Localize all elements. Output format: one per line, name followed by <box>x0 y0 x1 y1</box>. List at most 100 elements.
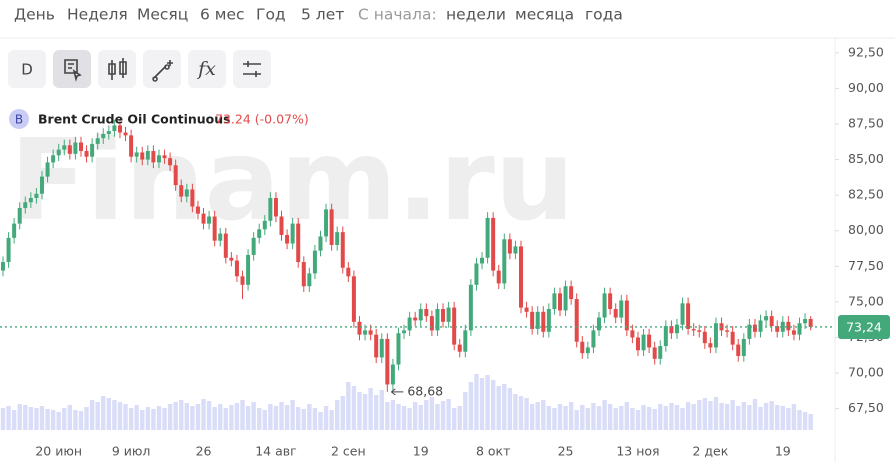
x-tick-label: 13 ноя <box>616 444 659 459</box>
annotation-label: 68,68 <box>407 383 443 398</box>
candle-body <box>45 162 50 177</box>
candle-body <box>101 133 106 139</box>
volume-bar <box>802 412 808 430</box>
volume-bar <box>546 406 552 430</box>
candle-body <box>357 321 362 335</box>
candle-body <box>429 316 434 331</box>
badge <box>9 109 29 129</box>
volume-bar <box>490 380 496 430</box>
since-option[interactable]: месяца <box>515 6 574 24</box>
candle-body <box>619 300 624 318</box>
volume-bar <box>591 403 596 430</box>
annotation-arrow <box>391 388 404 396</box>
volume-bar <box>45 409 50 430</box>
period[interactable]: Год <box>256 6 286 24</box>
candle-body <box>691 328 696 331</box>
volume-bar <box>412 402 418 430</box>
x-tick-label: 14 авг <box>255 444 296 459</box>
candle-body <box>519 246 524 308</box>
candle-body <box>201 213 206 224</box>
volume-bar <box>6 406 11 430</box>
candle-body <box>340 232 345 268</box>
candle-body <box>513 246 518 254</box>
volume-bar <box>747 405 752 430</box>
candle-body <box>402 330 407 334</box>
candle-body <box>608 293 613 310</box>
candle-body <box>752 324 757 332</box>
volume-bar <box>156 406 162 430</box>
volume-bar <box>685 402 691 430</box>
volume-bar <box>257 408 262 430</box>
period[interactable]: День <box>14 6 55 24</box>
candle-body <box>279 216 284 235</box>
volume-bar <box>39 406 45 430</box>
candle-body <box>446 307 451 322</box>
candle-body <box>129 135 134 157</box>
volume-bar <box>223 408 228 430</box>
tool-button[interactable] <box>233 50 271 88</box>
volume-bar <box>290 400 295 430</box>
period[interactable]: Неделя <box>67 6 128 24</box>
icon <box>64 59 82 82</box>
volume-bar <box>596 406 602 430</box>
volume-bar <box>758 407 763 430</box>
volume-bar <box>17 404 22 430</box>
volume-bar <box>323 406 329 430</box>
volume-bar <box>229 405 234 430</box>
plot <box>0 119 813 430</box>
volume-bar <box>368 388 373 430</box>
icon: fx <box>196 58 216 80</box>
candle-body <box>797 323 802 335</box>
y-tick-label: 75,00 <box>848 293 884 308</box>
volume-bar <box>128 408 134 430</box>
y-tick-label: 85,00 <box>848 151 884 166</box>
volume-bar <box>780 406 785 430</box>
candle-body <box>78 142 83 152</box>
candle-body <box>145 151 150 160</box>
candle-body <box>663 326 668 347</box>
candle-body <box>195 206 200 214</box>
since-label: С начала: <box>358 6 437 24</box>
since-option[interactable]: года <box>585 6 623 24</box>
volume-bar <box>786 408 791 430</box>
volume-bar <box>613 408 618 430</box>
volume-bar <box>652 409 657 430</box>
volume-bar <box>190 406 195 430</box>
volume-bar <box>730 400 735 430</box>
candle-body <box>747 324 752 339</box>
volume-bar <box>28 407 34 430</box>
tool-button[interactable] <box>98 50 136 88</box>
period[interactable]: Месяц <box>137 6 188 24</box>
candle-body <box>17 207 22 224</box>
interval[interactable]: D <box>21 61 33 79</box>
x-tick-label: 8 окт <box>476 444 510 459</box>
candle-body <box>229 257 234 261</box>
candle-body <box>558 293 562 311</box>
tool-button[interactable] <box>8 50 46 88</box>
tool-button[interactable] <box>53 50 91 88</box>
volume-bar <box>507 388 513 430</box>
since-option[interactable]: недели <box>446 6 506 24</box>
volume-bar <box>23 405 28 430</box>
candle-body <box>435 309 440 331</box>
volume-bar <box>708 401 713 430</box>
tool-button[interactable] <box>188 50 226 88</box>
period[interactable]: 5 лет <box>301 6 344 24</box>
volume-bar <box>318 412 323 430</box>
volume-bar <box>513 394 518 430</box>
candle-body <box>39 176 44 194</box>
candle-body <box>780 321 785 332</box>
candle-body <box>290 223 295 244</box>
volume-bar <box>117 402 123 430</box>
x-tick-label: 26 <box>196 444 212 459</box>
period[interactable]: 6 мес <box>200 6 245 24</box>
x-tick-label: 2 дек <box>692 444 728 459</box>
volume-bar <box>791 404 797 430</box>
candle-body <box>390 364 395 385</box>
candle-body <box>741 338 746 356</box>
volume-bar <box>401 406 407 430</box>
volume-bar <box>552 408 557 430</box>
candle-body <box>179 185 184 197</box>
volume-bar <box>568 402 574 430</box>
y-tick-label: 82,50 <box>848 187 884 202</box>
